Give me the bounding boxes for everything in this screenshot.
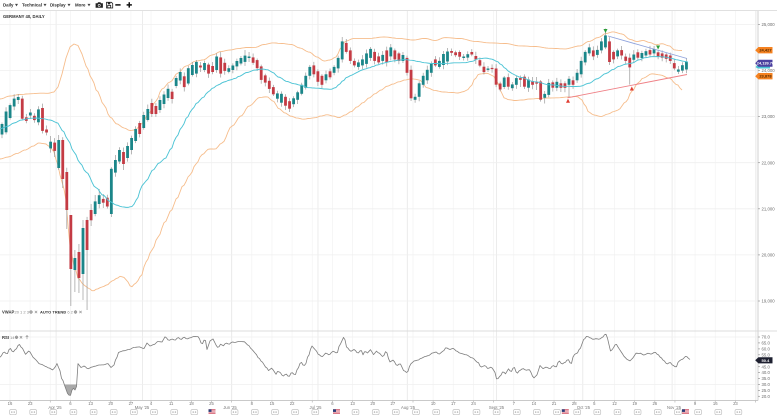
svg-text:24,000: 24,000 [762,68,776,73]
svg-text:18: 18 [189,401,194,406]
svg-text:AUTO TREND: AUTO TREND [40,310,66,315]
svg-text:24,427: 24,427 [759,48,772,53]
svg-text:27: 27 [391,401,396,406]
svg-text:23: 23 [733,401,738,406]
svg-text:28: 28 [572,401,577,406]
svg-text:20,000: 20,000 [762,253,776,258]
svg-text:Technical: Technical [22,3,42,8]
svg-text:7: 7 [513,401,516,406]
svg-text:11: 11 [169,401,174,406]
svg-text:16: 16 [713,401,718,406]
svg-text:27: 27 [129,401,134,406]
svg-text:35.0: 35.0 [762,376,771,381]
svg-text:19: 19 [632,401,637,406]
svg-text:Aug '25: Aug '25 [401,405,416,410]
svg-text:Sept '25: Sept '25 [489,405,505,410]
svg-text:25,000: 25,000 [762,22,776,27]
svg-text:40.0: 40.0 [762,370,771,375]
svg-text:15: 15 [270,401,275,406]
svg-text:20.0: 20.0 [762,394,771,399]
svg-text:VWAP: VWAP [2,310,15,315]
svg-text:22,000: 22,000 [762,160,776,165]
svg-text:23,000: 23,000 [762,114,776,119]
svg-text:9: 9 [694,401,697,406]
svg-text:13: 13 [350,401,355,406]
svg-text:5: 5 [593,401,596,406]
svg-text:16: 16 [8,401,13,406]
svg-text:25.0: 25.0 [762,388,771,393]
svg-text:RSI: RSI [2,335,9,340]
svg-text:14: 14 [10,335,15,340]
svg-text:21: 21 [552,401,557,406]
svg-text:Jul '25: Jul '25 [310,405,323,410]
svg-text:17: 17 [451,401,456,406]
svg-text:24: 24 [471,401,476,406]
svg-text:12: 12 [612,401,617,406]
svg-text:GERMANY 40, DAILY: GERMANY 40, DAILY [3,14,45,19]
svg-text:23,878: 23,878 [759,74,772,79]
svg-text:6: 6 [69,401,72,406]
svg-text:8: 8 [251,401,254,406]
svg-text:Display: Display [50,3,66,8]
svg-text:20: 20 [370,401,375,406]
svg-text:19,000: 19,000 [762,299,776,304]
svg-text:23: 23 [28,401,33,406]
svg-text:4: 4 [150,401,153,406]
svg-text:6: 6 [331,401,334,406]
svg-text:4 6 2: 4 6 2 [64,310,74,315]
svg-text:70.0: 70.0 [762,335,771,340]
svg-text:More: More [75,3,86,8]
svg-text:30.0: 30.0 [762,382,771,387]
svg-text:Apr '25: Apr '25 [48,405,62,410]
svg-text:55.0: 55.0 [762,352,771,357]
svg-text:65.0: 65.0 [762,341,771,346]
svg-text:50.4: 50.4 [762,358,771,363]
svg-text:Daily: Daily [3,3,14,8]
svg-text:10: 10 [431,401,436,406]
svg-text:22: 22 [290,401,295,406]
svg-text:Jun '25: Jun '25 [223,405,237,410]
svg-text:26: 26 [652,401,657,406]
svg-text:24,139.70: 24,139.70 [757,61,774,66]
svg-text:20: 20 [108,401,113,406]
svg-text:60.0: 60.0 [762,347,771,352]
svg-text:Nov '25: Nov '25 [667,405,682,410]
svg-text:25: 25 [209,401,214,406]
svg-text:13: 13 [88,401,93,406]
svg-text:45.0: 45.0 [762,364,771,369]
svg-text:May '25: May '25 [135,405,150,410]
svg-text:20 1 2 3: 20 1 2 3 [15,310,30,315]
svg-text:21,000: 21,000 [762,206,776,211]
svg-text:Oct '25: Oct '25 [577,405,591,410]
svg-text:14: 14 [532,401,537,406]
